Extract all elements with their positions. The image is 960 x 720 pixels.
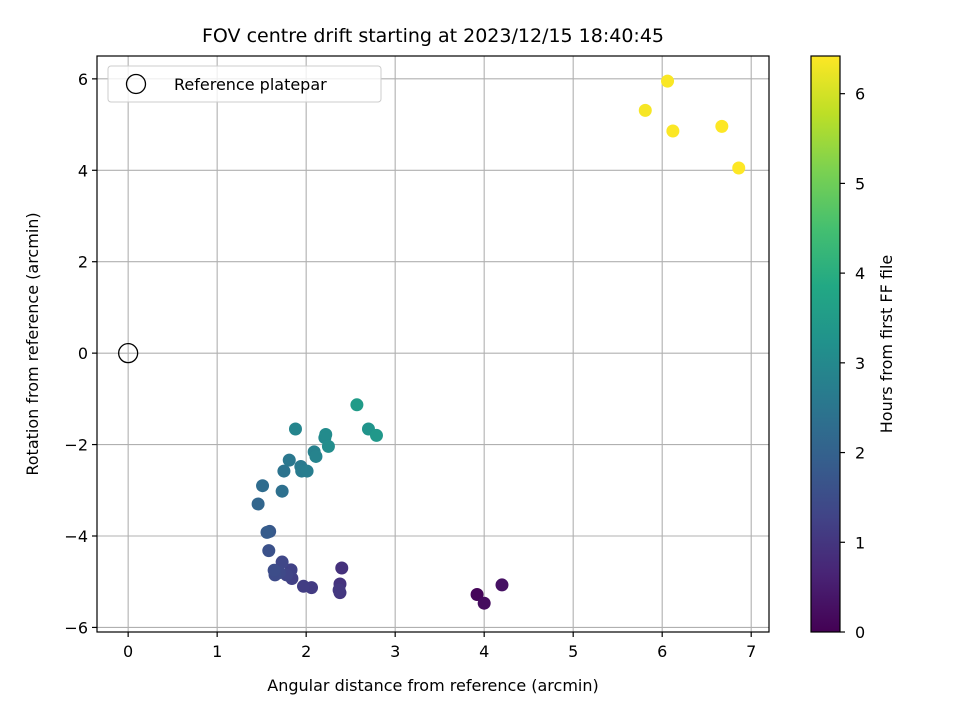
legend-box: [107, 65, 382, 103]
colorbar-tick-label: 3: [855, 354, 865, 373]
data-point: [350, 398, 364, 412]
x-axis-ticks: 0 1 2 3 4 5 6 7: [123, 632, 756, 661]
data-point: [300, 464, 314, 478]
x-tick-label: 4: [479, 642, 489, 661]
colorbar-tick-label: 2: [855, 444, 865, 463]
y-tick-label: 2: [78, 253, 88, 272]
x-tick-label: 1: [212, 642, 222, 661]
data-point: [251, 497, 265, 511]
y-tick-label: −6: [64, 618, 88, 637]
data-point: [715, 119, 729, 133]
data-point: [275, 555, 289, 569]
data-point: [335, 561, 349, 575]
y-tick-label: 0: [78, 344, 88, 363]
x-tick-label: 5: [568, 642, 578, 661]
reference-platepar-group: [118, 342, 139, 364]
colorbar: 0 1 2 3 4 5 6 Hours from first FF file: [810, 55, 896, 642]
data-point: [288, 422, 302, 436]
y-tick-label: 4: [78, 161, 88, 180]
x-axis-label: Angular distance from reference (arcmin): [267, 676, 598, 695]
y-tick-label: −2: [64, 436, 88, 455]
data-point: [666, 124, 680, 138]
data-point: [296, 579, 310, 593]
data-point: [256, 479, 270, 493]
data-point: [260, 525, 274, 539]
colorbar-tick-label: 5: [855, 174, 865, 193]
colorbar-tick-label: 4: [855, 264, 865, 283]
data-point: [332, 583, 346, 597]
data-points: [251, 74, 746, 610]
data-point: [282, 453, 296, 467]
data-point: [262, 544, 276, 558]
chart-title: FOV centre drift starting at 2023/12/15 …: [202, 25, 664, 47]
data-point: [732, 161, 746, 175]
legend: Reference platepar: [107, 65, 382, 103]
x-tick-label: 0: [123, 642, 133, 661]
y-tick-label: −4: [64, 527, 88, 546]
x-tick-label: 3: [390, 642, 400, 661]
data-point: [321, 439, 335, 453]
data-point: [277, 464, 291, 478]
data-point: [369, 428, 383, 442]
legend-open-circle-marker: [125, 73, 147, 95]
colorbar-tick-label: 0: [855, 623, 865, 642]
colorbar-tick-label: 6: [855, 85, 865, 104]
data-point: [661, 74, 675, 88]
colorbar-gradient: [810, 55, 841, 633]
y-axis-ticks: −6 −4 −2 0 2 4 6: [64, 70, 97, 637]
colorbar-label: Hours from first FF file: [877, 255, 896, 434]
data-point: [309, 449, 323, 463]
data-point: [267, 563, 281, 577]
y-tick-label: 6: [78, 70, 88, 89]
x-tick-label: 2: [301, 642, 311, 661]
data-point: [275, 484, 289, 498]
data-point: [470, 588, 484, 602]
x-tick-label: 6: [657, 642, 667, 661]
data-point: [495, 578, 509, 592]
data-point: [319, 428, 333, 442]
legend-entry-label: Reference platepar: [174, 75, 327, 94]
data-point: [477, 596, 491, 610]
data-point: [638, 103, 652, 117]
colorbar-tick-label: 1: [855, 533, 865, 552]
plot-frame: [96, 55, 770, 633]
x-tick-label: 7: [746, 642, 756, 661]
y-axis-label: Rotation from reference (arcmin): [23, 212, 42, 475]
colorbar-ticks: 0 1 2 3 4 5 6: [840, 85, 865, 642]
reference-platepar-marker: [118, 342, 139, 364]
grid: [97, 56, 769, 632]
